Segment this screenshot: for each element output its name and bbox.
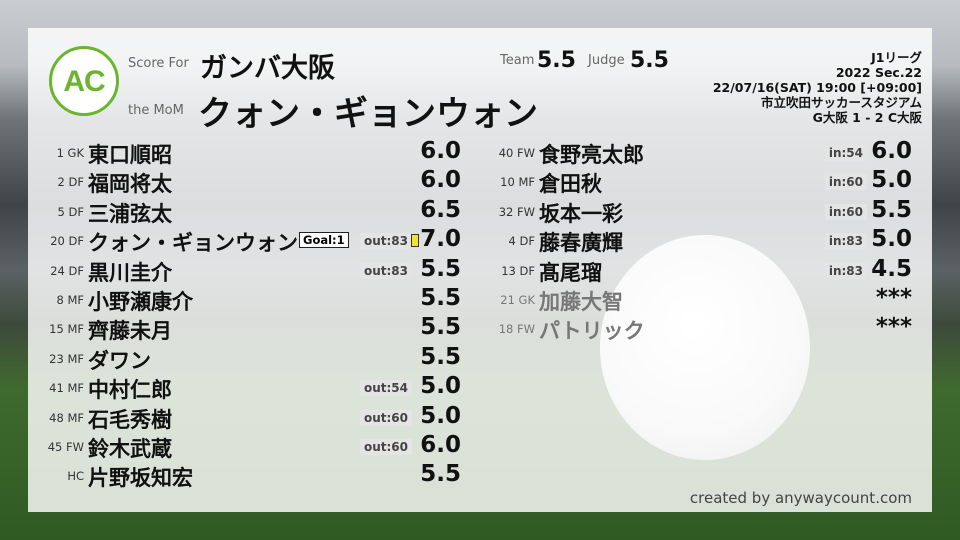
league: J1リーグ: [871, 50, 922, 65]
player-name: クォン・ギョンウォン: [88, 231, 298, 256]
player-name: 中村仁郎: [88, 378, 172, 403]
judge-score: 5.5: [630, 48, 669, 73]
result: G大阪 1 - 2 C大阪: [812, 110, 922, 125]
goal-badge: Goal:1: [299, 232, 349, 249]
yellow-card-icon: [411, 234, 419, 248]
player-name: ダワン: [88, 348, 151, 373]
substitution-badge: out:83: [359, 262, 412, 279]
substitution-badge: in:60: [824, 203, 867, 220]
match-info: J1リーグ 2022 Sec.22 22/07/16(SAT) 19:00 [+…: [713, 50, 922, 125]
team-score-label: Team: [500, 53, 535, 68]
player-score: 5.5: [420, 285, 461, 311]
score-panel: [28, 28, 932, 512]
team-name: ガンバ大阪: [200, 53, 335, 84]
player-score: 5.5: [420, 314, 461, 341]
player-score: 6.0: [420, 167, 461, 194]
player-name: 片野坂知宏: [88, 466, 193, 491]
player-name: 三浦弦太: [88, 201, 172, 226]
venue: 市立吹田サッカースタジアム: [760, 95, 922, 110]
player-name: 石毛秀樹: [88, 407, 172, 432]
player-number-position: 4 DF: [508, 234, 535, 249]
substitution-badge: in:83: [824, 262, 867, 279]
mom-label: the MoM: [128, 103, 184, 118]
player-name: 齊藤未月: [88, 319, 172, 344]
player-name: 福岡将太: [88, 172, 172, 197]
player-number-position: 13 DF: [501, 263, 535, 278]
player-number-position: 40 FW: [498, 146, 535, 160]
substitution-badge: out:83: [359, 233, 412, 250]
player-number-position: 41 MF: [49, 381, 84, 396]
player-score: 5.5: [871, 196, 912, 223]
player-score: 6.0: [420, 432, 461, 458]
player-name: 倉田秋: [539, 172, 602, 197]
player-score: 5.5: [420, 461, 461, 488]
anywaycount-logo: AC: [49, 46, 119, 116]
datetime: 22/07/16(SAT) 19:00 [+09:00]: [712, 80, 922, 95]
player-number-position: 20 DF: [50, 234, 84, 249]
player-score: 5.0: [871, 167, 912, 194]
team-score: 5.5: [537, 48, 576, 73]
substitution-badge: out:60: [359, 439, 412, 455]
player-score: 4.5: [871, 255, 912, 282]
player-score: ***: [875, 285, 912, 311]
mom-name: クォン・ギョンウォン: [198, 94, 538, 134]
player-score: 5.0: [871, 226, 912, 253]
substitution-badge: out:54: [359, 380, 412, 397]
player-name: 食野亮太郎: [539, 143, 644, 167]
player-score: 6.0: [871, 138, 912, 164]
substitution-badge: out:60: [359, 409, 412, 426]
player-name: 鈴木武蔵: [88, 437, 172, 461]
player-number-position: 10 MF: [500, 175, 535, 190]
player-name: パトリック: [539, 319, 645, 344]
player-score: ***: [875, 314, 912, 341]
player-number-position: 5 DF: [57, 204, 84, 219]
player-score: 5.0: [420, 402, 461, 429]
player-number-position: 45 FW: [47, 440, 84, 454]
player-name: 髙尾瑠: [539, 260, 602, 285]
player-number-position: 48 MF: [49, 410, 84, 425]
substitution-badge: in:83: [824, 233, 867, 250]
player-score: 5.0: [420, 373, 461, 400]
player-number-position: HC: [67, 469, 84, 484]
player-name: 黒川圭介: [88, 260, 172, 285]
player-name: 東口順昭: [88, 143, 172, 167]
player-score: 6.5: [420, 196, 461, 223]
player-score: 7.0: [420, 226, 461, 253]
judge-score-label: Judge: [588, 53, 625, 68]
player-number-position: 24 DF: [50, 263, 84, 278]
player-name: 藤春廣輝: [539, 231, 623, 256]
player-number-position: 32 FW: [498, 204, 535, 219]
player-number-position: 2 DF: [57, 175, 84, 190]
player-number-position: 8 MF: [56, 293, 84, 307]
footer-credit: created by anywaycount.com: [689, 489, 912, 507]
player-number-position: 15 MF: [49, 322, 84, 337]
player-score: 5.5: [420, 343, 461, 370]
score-for-label: Score For: [128, 56, 189, 71]
player-number-position: 1 GK: [56, 146, 84, 160]
player-name: 坂本一彩: [539, 201, 623, 226]
player-score: 6.0: [420, 138, 461, 164]
player-name: 小野瀬康介: [88, 290, 193, 314]
player-name: 加藤大智: [539, 290, 623, 314]
player-score: 5.5: [420, 255, 461, 282]
player-number-position: 21 GK: [500, 293, 535, 307]
substitution-badge: in:60: [824, 174, 867, 191]
substitution-badge: in:54: [824, 145, 867, 161]
player-number-position: 23 MF: [49, 351, 84, 366]
player-number-position: 18 FW: [498, 322, 535, 337]
section: 2022 Sec.22: [835, 65, 922, 80]
